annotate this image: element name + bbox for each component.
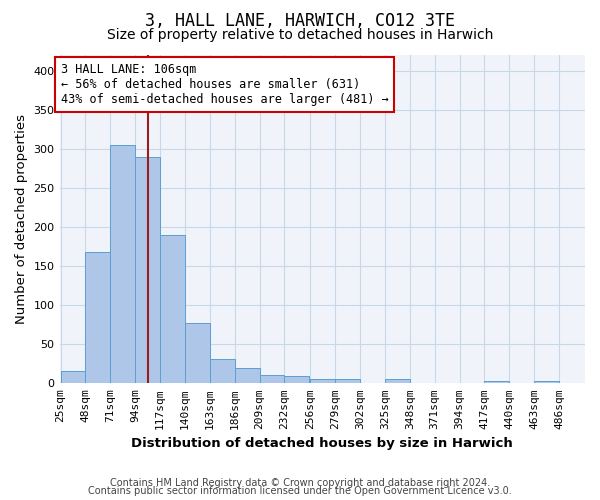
Bar — [385, 380, 410, 384]
Y-axis label: Number of detached properties: Number of detached properties — [15, 114, 28, 324]
Bar — [160, 235, 185, 384]
Bar — [210, 359, 235, 384]
Bar — [135, 156, 160, 384]
X-axis label: Distribution of detached houses by size in Harwich: Distribution of detached houses by size … — [131, 437, 513, 450]
Bar — [61, 371, 85, 384]
Bar — [185, 323, 210, 384]
Bar — [260, 376, 284, 384]
Text: 3 HALL LANE: 106sqm
← 56% of detached houses are smaller (631)
43% of semi-detac: 3 HALL LANE: 106sqm ← 56% of detached ho… — [61, 63, 388, 106]
Bar — [235, 368, 260, 384]
Bar — [284, 376, 309, 384]
Text: Size of property relative to detached houses in Harwich: Size of property relative to detached ho… — [107, 28, 493, 42]
Bar — [335, 378, 360, 384]
Text: 3, HALL LANE, HARWICH, CO12 3TE: 3, HALL LANE, HARWICH, CO12 3TE — [145, 12, 455, 30]
Text: Contains HM Land Registry data © Crown copyright and database right 2024.: Contains HM Land Registry data © Crown c… — [110, 478, 490, 488]
Bar — [310, 380, 335, 384]
Bar — [534, 381, 559, 384]
Bar — [85, 252, 110, 384]
Text: Contains public sector information licensed under the Open Government Licence v3: Contains public sector information licen… — [88, 486, 512, 496]
Bar — [484, 381, 509, 384]
Bar — [110, 145, 135, 384]
